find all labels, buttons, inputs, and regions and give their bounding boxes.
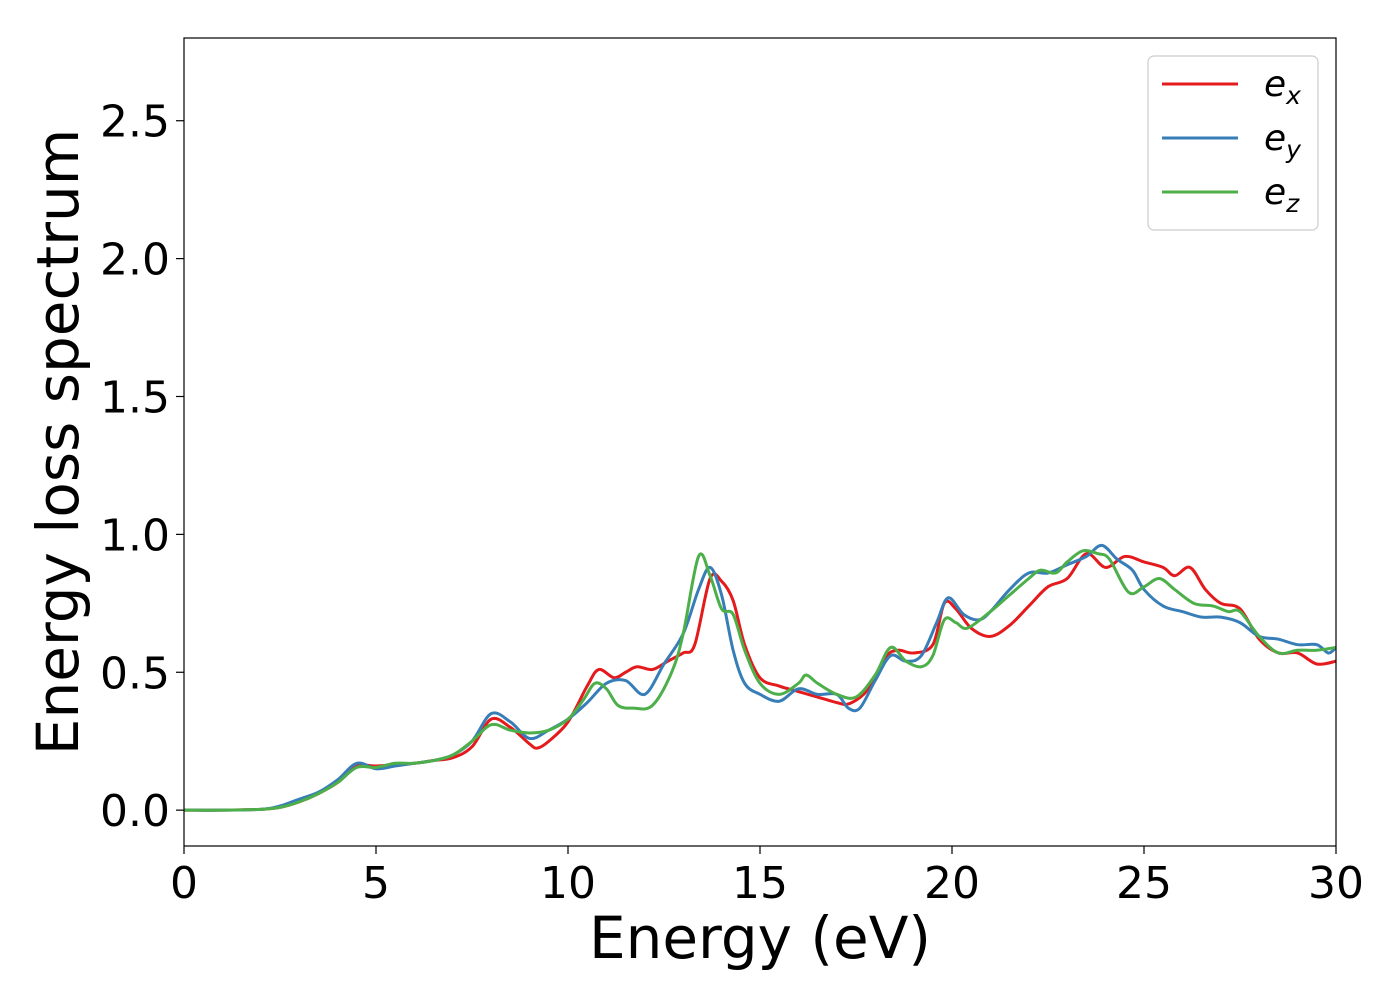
- x-tick-label: 0: [170, 858, 198, 909]
- y-tick-label: 2.5: [100, 97, 170, 148]
- y-tick-label: 2.0: [100, 235, 170, 286]
- legend-label-base: e: [1264, 64, 1286, 105]
- legend-label-base: e: [1264, 172, 1286, 213]
- x-axis-ticks: 0 5 10 15 20 25 30: [170, 846, 1364, 909]
- x-tick-label: 20: [924, 858, 980, 909]
- legend-label-z: ez: [1264, 172, 1300, 218]
- y-tick-label: 1.0: [100, 510, 170, 561]
- legend-label-subscript: z: [1285, 189, 1300, 218]
- legend-label-subscript: x: [1285, 81, 1301, 110]
- x-tick-label: 5: [362, 858, 390, 909]
- series-line-z: [184, 549, 1336, 812]
- legend-label-x: ex: [1264, 64, 1301, 110]
- y-tick-label: 0.5: [100, 648, 170, 699]
- x-axis-label: Energy (eV): [589, 904, 931, 972]
- legend-label-y: ey: [1264, 118, 1302, 164]
- y-tick-label: 1.5: [100, 372, 170, 423]
- x-tick-label: 30: [1308, 858, 1364, 909]
- x-tick-label: 10: [540, 858, 596, 909]
- series-layer: [184, 543, 1336, 812]
- legend-box: [1147, 55, 1319, 231]
- legend-label-base: e: [1264, 118, 1286, 159]
- y-axis-ticks: 0.0 0.5 1.0 1.5 2.0 2.5: [100, 97, 184, 837]
- x-tick-label: 15: [732, 858, 788, 909]
- x-tick-label: 25: [1116, 858, 1172, 909]
- legend-label-subscript: y: [1285, 135, 1302, 164]
- y-axis-label: Energy loss spectrum: [24, 129, 92, 755]
- plot-area: [184, 38, 1336, 846]
- y-tick-label: 0.0: [100, 786, 170, 837]
